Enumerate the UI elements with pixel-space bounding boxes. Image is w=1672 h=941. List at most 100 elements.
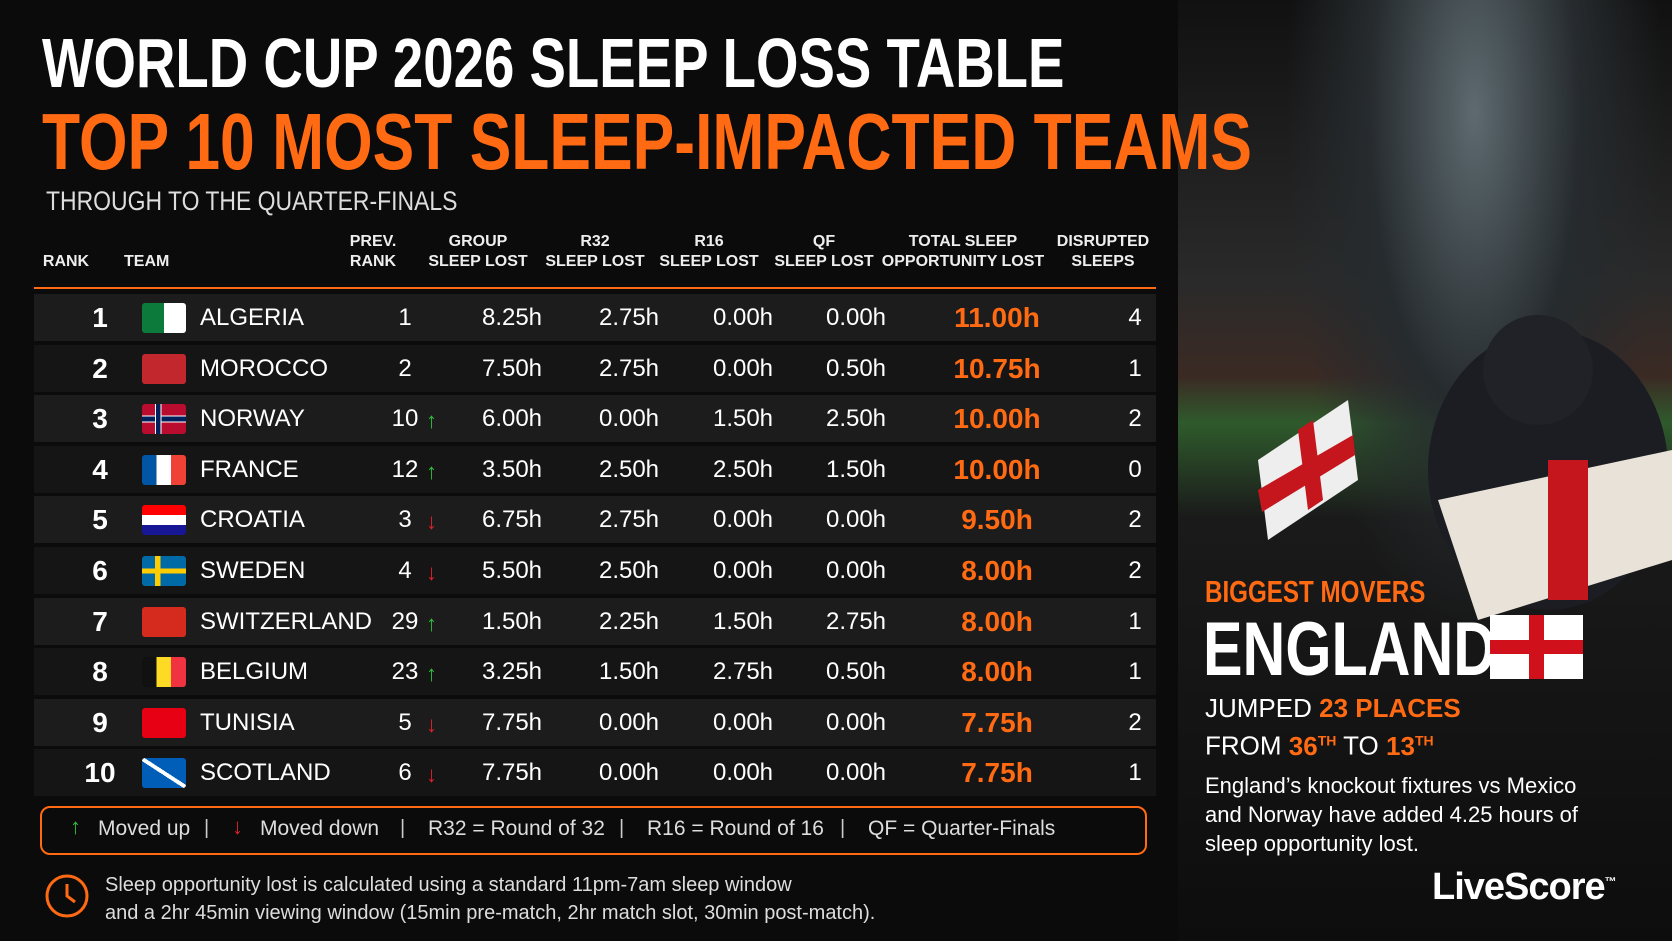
qf-sleep: 1.50h: [825, 455, 887, 483]
rank: 13TH: [1386, 731, 1434, 761]
header-line: TEAM: [124, 253, 170, 270]
column-header: QF SLEEP LOST: [774, 232, 873, 272]
r32-sleep: 0.00h: [598, 759, 660, 787]
legend-separator: |: [204, 817, 210, 839]
group-sleep: 1.50h: [481, 607, 543, 635]
r16-sleep: 0.00h: [712, 506, 774, 534]
disrupted-sleeps: 0: [1128, 455, 1142, 483]
column-header: TOTAL SLEEP OPPORTUNITY LOST: [882, 232, 1044, 272]
prev-rank: 4: [398, 557, 412, 584]
team: SWEDEN: [200, 557, 306, 584]
panel-team: ENGLAND: [1203, 607, 1497, 692]
flag: [142, 454, 186, 485]
column-header: TEAM: [124, 252, 169, 272]
header-line: R16: [694, 233, 724, 250]
description-line: and Norway have added 4.25 hours of: [1205, 802, 1579, 827]
table-row: 6 SWEDEN 4 5.50h 2.50h 0.00h 0.00h 8.00h 2 ↓: [34, 547, 1156, 594]
footnote-line: and a 2hr 45min viewing window (15min pr…: [105, 902, 876, 924]
team: NORWAY: [200, 405, 305, 433]
r16-sleep: 0.00h: [712, 304, 774, 331]
disrupted-sleeps: 1: [1128, 607, 1142, 635]
header-line: TOTAL SLEEP: [908, 233, 1018, 250]
legend-separator: |: [840, 817, 846, 839]
panel-kicker: BIGGEST MOVERS: [1205, 574, 1426, 609]
r16-sleep: 0.00h: [712, 354, 774, 382]
column-header: PREV. RANK: [350, 232, 397, 272]
disrupted-sleeps: 2: [1128, 405, 1142, 433]
legend-item: R16 = Round of 16: [647, 817, 824, 840]
panel-description: England’s knockout fixtures vs Mexico an…: [1205, 771, 1578, 858]
group-sleep: 6.75h: [481, 506, 543, 534]
suffix: TH: [1414, 732, 1434, 748]
r32-sleep: 1.50h: [598, 658, 660, 686]
trend-arrow: ↓: [426, 711, 437, 737]
footnote: Sleep opportunity lost is calculated usi…: [105, 871, 875, 927]
column-header: R16 SLEEP LOST: [659, 232, 758, 272]
total-sleep: 9.50h: [961, 504, 1033, 536]
rank: 1: [92, 302, 108, 333]
qf-sleep: 0.50h: [825, 658, 887, 686]
column-header: RANK: [43, 252, 89, 272]
rank: 8: [92, 656, 108, 688]
total-sleep: 10.00h: [953, 403, 1041, 435]
stadium-photo: [1178, 0, 1672, 941]
r32-sleep: 0.00h: [598, 708, 660, 736]
header-line: QF: [812, 233, 836, 250]
team: ALGERIA: [200, 304, 305, 331]
number: 13: [1386, 730, 1415, 761]
text: FROM: [1205, 730, 1282, 761]
total-sleep: 8.00h: [961, 656, 1033, 688]
r32-sleep: 2.50h: [598, 557, 660, 584]
prev-rank: 5: [398, 708, 412, 736]
r32-sleep: 0.00h: [598, 405, 660, 433]
r16-sleep: 0.00h: [712, 708, 774, 736]
legend-item: R32 = Round of 32: [428, 817, 605, 840]
legend-arrow: ↑: [70, 814, 81, 839]
total-sleep: 7.75h: [961, 757, 1033, 789]
r16-sleep: 2.50h: [712, 455, 774, 483]
total-sleep: 8.00h: [961, 555, 1033, 586]
caption: THROUGH TO THE QUARTER-FINALS: [46, 186, 458, 216]
team: BELGIUM: [200, 658, 309, 686]
rank: 5: [92, 504, 108, 536]
flag: [142, 404, 186, 435]
disrupted-sleeps: 1: [1128, 759, 1142, 787]
team: CROATIA: [200, 506, 305, 534]
legend-arrow: ↓: [232, 814, 243, 839]
header-line: R32: [580, 233, 610, 250]
header-line: RANK: [42, 253, 90, 270]
logo: LiveScore™: [1432, 866, 1617, 909]
prev-rank: 23: [391, 658, 419, 686]
text: JUMPED: [1205, 693, 1312, 723]
table-row: 4 FRANCE 12 3.50h 2.50h 2.50h 1.50h 10.00h 0 ↑: [34, 445, 1156, 493]
total-sleep: 10.75h: [953, 352, 1041, 384]
prev-rank: 10: [391, 405, 419, 433]
legend-item: QF = Quarter-Finals: [868, 817, 1056, 840]
rank: 36TH: [1289, 731, 1337, 761]
qf-sleep: 0.00h: [825, 557, 887, 584]
header-line: SLEEPS: [1071, 253, 1135, 270]
fan-illustration: [1258, 315, 1672, 620]
r32-sleep: 2.75h: [598, 304, 660, 331]
panel-jump: JUMPED 23 PLACES FROM 36TH TO 13TH: [1205, 692, 1461, 762]
flag: [142, 556, 186, 586]
legend-separator: |: [619, 817, 625, 839]
rank: 10: [84, 757, 116, 789]
table-row: 7 SWITZERLAND 29 1.50h 2.25h 1.50h 2.75h 8.00h 1…: [34, 597, 1156, 645]
header-line: SLEEP LOST: [428, 253, 528, 270]
subtitle: TOP 10 MOST SLEEP-IMPACTED TEAMS: [42, 97, 1253, 186]
rank: 3: [92, 403, 108, 435]
footnote-line: Sleep opportunity lost is calculated usi…: [105, 874, 792, 896]
team: FRANCE: [200, 455, 299, 483]
flag: [142, 303, 186, 333]
prev-rank: 6: [398, 759, 412, 787]
header-rule: [34, 287, 1156, 289]
qf-sleep: 2.50h: [825, 405, 887, 433]
column-header: GROUP SLEEP LOST: [428, 232, 527, 272]
flag: [142, 758, 186, 789]
r16-sleep: 1.50h: [712, 607, 774, 635]
team: TUNISIA: [200, 708, 295, 736]
r32-sleep: 2.75h: [598, 354, 660, 382]
trend-arrow: ↑: [426, 458, 437, 484]
